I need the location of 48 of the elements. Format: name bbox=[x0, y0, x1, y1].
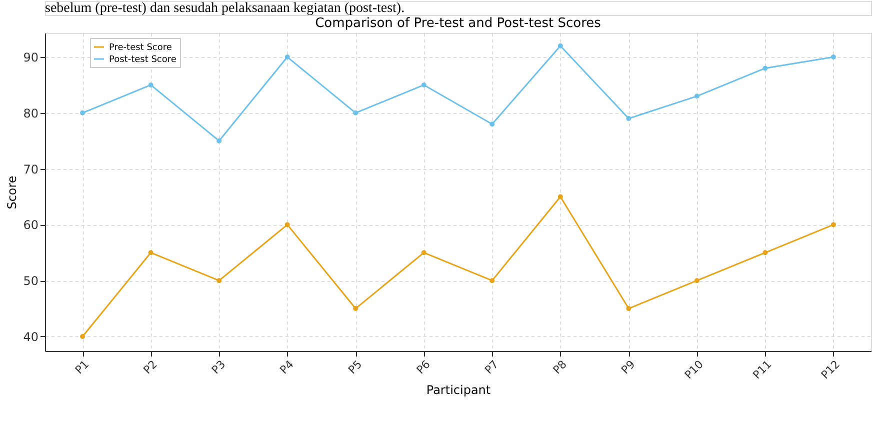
x-tick-label: P4 bbox=[277, 358, 296, 377]
point bbox=[148, 250, 154, 256]
x-tick-label: P2 bbox=[140, 358, 160, 377]
point bbox=[284, 54, 290, 60]
x-tick-label: P12 bbox=[818, 358, 842, 382]
y-tick-label: 40 bbox=[23, 330, 38, 344]
y-tick-label: 60 bbox=[23, 218, 38, 232]
y-axis-title: Score bbox=[5, 176, 20, 210]
point bbox=[421, 82, 426, 88]
point bbox=[762, 66, 768, 71]
x-tick-label: P3 bbox=[209, 358, 228, 377]
point bbox=[216, 278, 222, 284]
x-axis-title: Participant bbox=[426, 382, 491, 397]
point bbox=[148, 82, 154, 88]
x-tick-label: P1 bbox=[72, 358, 92, 377]
point bbox=[694, 278, 700, 284]
x-tick-label: P7 bbox=[482, 358, 502, 377]
point bbox=[421, 250, 426, 256]
point bbox=[490, 278, 495, 284]
chart-title: Comparison of Pre-test and Post-test Scores bbox=[315, 16, 602, 31]
text: sebelum (pre-test) dan sesudah pelaksanaan kegiatan (post-test). bbox=[45, 1, 405, 16]
legend-label: Post-test Score bbox=[109, 55, 177, 65]
point bbox=[216, 138, 222, 144]
point bbox=[353, 110, 358, 116]
point bbox=[558, 194, 563, 200]
point bbox=[558, 43, 563, 48]
point bbox=[80, 110, 86, 116]
x-tick-label: P9 bbox=[618, 358, 638, 377]
x-tick-label: P8 bbox=[550, 358, 570, 377]
legend-label: Pre-test Score bbox=[109, 43, 172, 53]
x-tick-label: P10 bbox=[682, 358, 706, 382]
y-tick-label: 80 bbox=[23, 106, 38, 120]
point bbox=[80, 334, 86, 339]
y-tick-label: 50 bbox=[23, 274, 38, 288]
point bbox=[694, 94, 700, 99]
point bbox=[762, 250, 768, 256]
y-tick-label: 90 bbox=[23, 50, 38, 65]
point bbox=[626, 306, 632, 312]
point bbox=[490, 122, 495, 127]
x-tick-label: P5 bbox=[346, 358, 365, 377]
point bbox=[284, 222, 290, 228]
x-tick-label: P11 bbox=[750, 358, 774, 382]
point bbox=[353, 306, 358, 312]
point bbox=[830, 222, 836, 228]
point bbox=[830, 54, 836, 60]
x-tick-label: P6 bbox=[414, 358, 433, 377]
y-tick-label: 70 bbox=[23, 162, 38, 176]
point bbox=[626, 116, 632, 122]
